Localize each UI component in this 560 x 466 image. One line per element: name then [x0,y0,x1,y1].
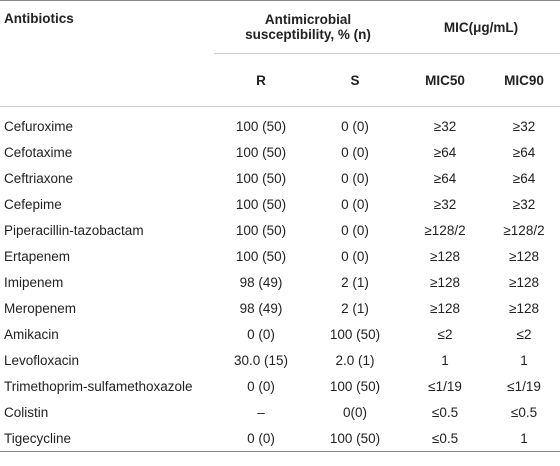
resistant-cell: 100 (50) [235,118,287,134]
mic90-cell: ≤0.5 [510,404,538,420]
table-row: Piperacillin-tazobactam 100 (50) 0 (0) ≥128… [0,217,560,243]
header-mic: MIC(μg/mL) [402,0,560,54]
susceptible-cell: 100 (50) [329,326,381,342]
mic50-cell: ≤2 [437,326,453,342]
antibiotic-name: Trimethoprim-sulfamethoxazole [4,378,193,394]
mic50-cell: ≥128 [430,300,460,316]
mic50-cell: ≤1/19 [428,378,462,394]
antibiotic-name: Meropenem [4,300,77,316]
antibiotic-name: Tigecycline [0,425,214,452]
table-row: Levofloxacin 30.0 (15) 2.0 (1) 1 1 [0,347,560,373]
resistant-cell: 100 (50) [235,144,287,160]
mic50-cell: ≥32 [433,196,457,212]
resistant-cell: 100 (50) [235,196,287,212]
resistant-cell: 30.0 (15) [233,352,289,368]
susceptible-cell: 100 (50) [308,425,402,452]
antibiotic-name: Colistin [4,404,49,420]
table-row: Tigecycline 0 (0) 100 (50) ≤0.5 1 [0,425,560,452]
susceptible-cell: 2.0 (1) [335,352,375,368]
resistant-cell: 98 (49) [239,300,283,316]
susceptible-cell: 0 (0) [341,170,369,186]
antibiotic-name: Ertapenem [4,248,71,264]
mic90-cell: 1 [488,425,560,452]
susceptible-cell: 2 (1) [341,274,369,290]
header-antibiotics: Antibiotics [0,0,214,107]
mic90-cell: ≥32 [512,196,536,212]
table-row: Colistin – 0(0) ≤0.5 ≤0.5 [0,399,560,425]
mic90-cell: ≥128 [509,248,539,264]
header-susceptibility: Antimicrobial susceptibility, % (n) [214,0,402,54]
mic90-cell: ≥64 [512,170,536,186]
mic90-cell: ≥64 [512,144,536,160]
mic90-cell: ≤2 [516,326,532,342]
mic90-cell: ≥128 [509,300,539,316]
resistant-cell: 100 (50) [235,248,287,264]
table-row: Amikacin 0 (0) 100 (50) ≤2 ≤2 [0,321,560,347]
mic50-cell: ≥128 [430,248,460,264]
susceptible-cell: 100 (50) [329,378,381,394]
mic50-cell: ≥64 [433,170,457,186]
header-mic90: MIC90 [488,53,560,107]
antibiotic-name: Cefepime [4,196,62,212]
mic50-cell: ≤0.5 [402,425,488,452]
resistant-cell: 98 (49) [239,274,283,290]
mic90-cell: ≥128 [509,274,539,290]
header-r: R [214,53,308,107]
antibiotic-name: Cefotaxime [4,144,73,160]
table-row: Trimethoprim-sulfamethoxazole 0 (0) 100 (5… [0,373,560,399]
table-row: Cefuroxime 100 (50) 0 (0) ≥32 ≥32 [0,107,560,140]
antibiotic-name: Piperacillin-tazobactam [4,222,144,238]
mic90-cell: ≥128/2 [503,222,545,238]
antibiotic-name: Amikacin [4,326,59,342]
susceptible-cell: 0 (0) [341,196,369,212]
table-row: Meropenem 98 (49) 2 (1) ≥128 ≥128 [0,295,560,321]
header-mic50: MIC50 [402,53,488,107]
resistant-cell: 0 (0) [247,326,275,342]
mic50-cell: ≥128 [430,274,460,290]
antibiotic-name: Levofloxacin [4,352,80,368]
table-row: Ertapenem 100 (50) 0 (0) ≥128 ≥128 [0,243,560,269]
susceptible-cell: 0 (0) [341,248,369,264]
mic90-cell: ≤1/19 [507,378,541,394]
antibiotic-name: Ceftriaxone [4,170,74,186]
resistant-cell: 100 (50) [235,170,287,186]
antibiotic-name: Imipenem [4,274,64,290]
mic50-cell: ≥64 [433,144,457,160]
resistant-cell: – [257,404,265,420]
resistant-cell: 100 (50) [235,222,287,238]
susceptible-cell: 0 (0) [341,118,369,134]
antibiotic-name: Cefuroxime [4,118,74,134]
table-row: Cefotaxime 100 (50) 0 (0) ≥64 ≥64 [0,139,560,165]
table-row: Cefepime 100 (50) 0 (0) ≥32 ≥32 [0,191,560,217]
mic50-cell: ≥32 [433,118,457,134]
mic90-cell: ≥32 [512,118,536,134]
mic50-cell: ≤0.5 [431,404,459,420]
resistant-cell: 0 (0) [247,378,275,394]
susceptible-cell: 0 (0) [341,144,369,160]
mic90-cell: 1 [520,352,528,368]
table-row: Imipenem 98 (49) 2 (1) ≥128 ≥128 [0,269,560,295]
resistant-cell: 0 (0) [214,425,308,452]
header-s: S [308,53,402,107]
table-row: Ceftriaxone 100 (50) 0 (0) ≥64 ≥64 [0,165,560,191]
susceptible-cell: 0(0) [342,404,367,420]
mic-table: Antibiotics Antimicrobial susceptibility… [0,0,560,452]
mic50-cell: ≥128/2 [424,222,466,238]
susceptible-cell: 2 (1) [341,300,369,316]
mic50-cell: 1 [441,352,449,368]
susceptible-cell: 0 (0) [341,222,369,238]
